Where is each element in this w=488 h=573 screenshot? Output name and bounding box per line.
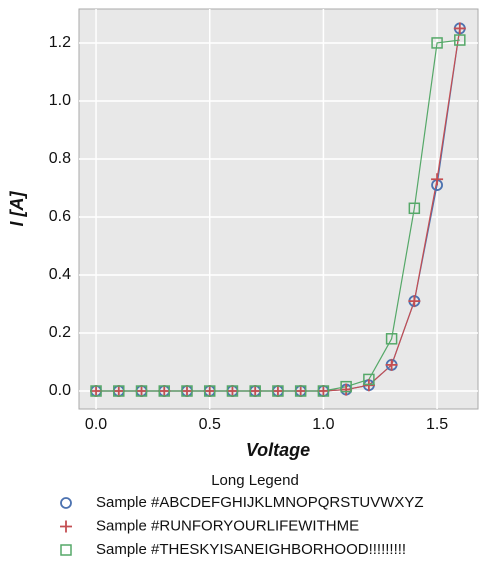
x-tick-label: 0.5	[199, 416, 221, 433]
y-tick-label: 0.6	[49, 208, 71, 225]
y-tick-label: 0.8	[49, 150, 71, 167]
marker	[226, 385, 239, 398]
marker	[226, 385, 239, 397]
legend-marker	[60, 497, 72, 509]
marker	[454, 34, 466, 46]
marker	[408, 202, 421, 215]
x-axis-label: Voltage	[246, 440, 310, 460]
y-axis-label: I [A]	[7, 191, 27, 227]
marker	[135, 385, 148, 398]
marker	[408, 295, 421, 308]
marker	[112, 385, 125, 398]
legend-label: Sample #THESKYISANEIGHBORHOOD!!!!!!!!!	[96, 541, 406, 558]
y-tick-label: 0.4	[49, 266, 71, 283]
legend-marker	[60, 520, 72, 533]
marker	[453, 22, 466, 35]
marker	[431, 173, 444, 186]
marker	[363, 373, 375, 386]
x-tick-label: 1.5	[426, 416, 448, 433]
legend-marker	[60, 544, 72, 556]
marker	[385, 333, 398, 345]
marker	[158, 385, 171, 397]
marker	[294, 385, 307, 397]
y-tick-label: 0.2	[49, 324, 71, 341]
x-tick-label: 1.0	[312, 416, 334, 433]
marker	[90, 385, 102, 397]
marker	[271, 385, 284, 398]
marker	[90, 385, 103, 398]
marker	[340, 383, 353, 396]
plot-area	[78, 8, 479, 410]
marker	[180, 385, 193, 398]
marker	[317, 385, 330, 397]
y-tick-label: 1.2	[49, 34, 71, 51]
marker	[362, 379, 375, 392]
marker	[317, 385, 330, 398]
y-tick-label: 0.0	[49, 382, 71, 399]
marker	[385, 358, 398, 371]
marker	[294, 385, 307, 398]
marker	[158, 385, 171, 398]
y-tick-label: 1.0	[49, 92, 71, 109]
marker	[431, 37, 443, 49]
legend-title: Long Legend	[211, 472, 299, 489]
marker	[249, 385, 261, 397]
marker	[272, 385, 284, 397]
marker	[181, 385, 193, 397]
marker	[203, 385, 216, 397]
x-tick-label: 0.0	[85, 416, 107, 433]
marker	[113, 385, 125, 397]
plot-layer	[79, 9, 478, 409]
marker	[135, 385, 148, 397]
marker	[249, 385, 262, 398]
marker	[340, 380, 352, 393]
legend-label: Sample #ABCDEFGHIJKLMNOPQRSTUVWXYZ	[96, 494, 424, 511]
legend-label: Sample #RUNFORYOURLIFEWITHME	[96, 517, 359, 534]
marker	[203, 385, 216, 398]
